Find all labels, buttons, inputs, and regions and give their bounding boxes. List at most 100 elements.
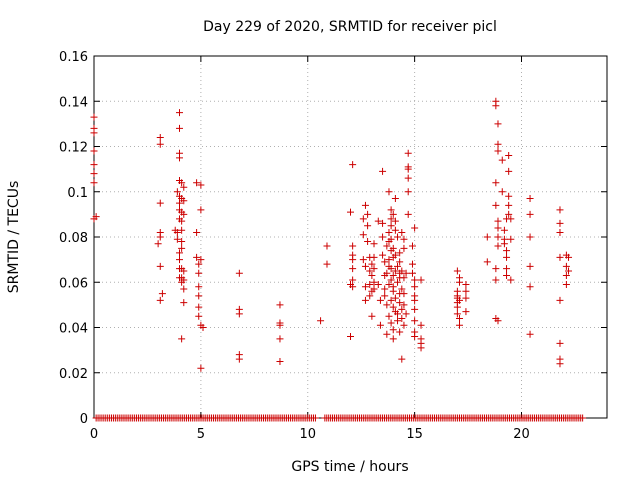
- data-point: [456, 314, 464, 322]
- data-point: [359, 215, 367, 223]
- data-point: [404, 188, 412, 196]
- data-point: [180, 197, 188, 205]
- data-point: [556, 219, 564, 227]
- data-point: [494, 120, 502, 128]
- data-point: [381, 285, 389, 293]
- data-point: [394, 262, 402, 270]
- data-point: [90, 170, 98, 178]
- y-tick-label: 0.08: [59, 231, 88, 246]
- data-point: [90, 161, 98, 169]
- data-point: [180, 276, 188, 284]
- data-point: [507, 276, 515, 284]
- data-point: [556, 228, 564, 236]
- data-point: [398, 285, 406, 293]
- data-point: [385, 312, 393, 320]
- data-point: [349, 265, 357, 273]
- data-point: [235, 269, 243, 277]
- data-point: [193, 228, 201, 236]
- y-tick-label: 0.1: [67, 186, 88, 201]
- data-point: [368, 271, 376, 279]
- data-point: [370, 278, 378, 286]
- data-point: [276, 335, 284, 343]
- data-point: [505, 167, 513, 175]
- data-point: [503, 253, 511, 261]
- data-point: [156, 199, 164, 207]
- data-point: [370, 265, 378, 273]
- data-point: [359, 256, 367, 264]
- data-point: [364, 238, 372, 246]
- data-point: [349, 242, 357, 250]
- y-tick-label: 0.04: [59, 322, 88, 337]
- data-point: [391, 217, 399, 225]
- data-point: [90, 179, 98, 187]
- data-point: [176, 199, 183, 207]
- data-point: [197, 256, 205, 264]
- data-point: [347, 333, 354, 341]
- data-point: [389, 210, 397, 218]
- data-point: [505, 210, 513, 218]
- data-point: [400, 321, 408, 329]
- data-point: [90, 113, 98, 121]
- data-point: [383, 269, 391, 277]
- data-point: [389, 326, 397, 334]
- data-point: [376, 296, 384, 304]
- data-point: [396, 328, 404, 336]
- data-point: [394, 310, 402, 318]
- data-point: [400, 235, 408, 243]
- data-point: [456, 278, 464, 286]
- data-point: [361, 201, 369, 209]
- data-point: [195, 292, 203, 300]
- data-point: [383, 330, 391, 338]
- data-point: [404, 149, 412, 157]
- data-point: [498, 156, 506, 164]
- data-point: [456, 296, 464, 304]
- data-point: [379, 167, 387, 175]
- y-axis-label: SRMTID / TECUs: [6, 181, 22, 294]
- data-point: [197, 181, 205, 189]
- data-point: [154, 240, 162, 248]
- data-point: [565, 253, 573, 261]
- data-point: [385, 281, 393, 289]
- data-point: [453, 267, 461, 275]
- y-tick-label: 0.02: [59, 367, 88, 382]
- data-point: [526, 262, 534, 270]
- data-point: [317, 317, 325, 325]
- data-point: [411, 296, 419, 304]
- data-point: [562, 271, 570, 279]
- data-point: [178, 217, 186, 225]
- data-point: [368, 260, 376, 268]
- chart-title: Day 229 of 2020, SRMTID for receiver pic…: [203, 19, 497, 35]
- data-point: [462, 294, 470, 302]
- data-point: [385, 188, 393, 196]
- data-point: [526, 210, 534, 218]
- data-point: [398, 228, 406, 236]
- data-point: [361, 262, 369, 270]
- data-point: [361, 296, 369, 304]
- data-point: [411, 333, 419, 341]
- x-tick-label: 0: [90, 427, 98, 442]
- data-point: [492, 179, 500, 187]
- data-point: [456, 321, 464, 329]
- data-point: [391, 226, 399, 234]
- data-point: [156, 133, 164, 141]
- data-point: [417, 276, 425, 284]
- data-point: [398, 314, 406, 322]
- data-point: [411, 305, 419, 313]
- data-points: [90, 97, 573, 372]
- data-point: [526, 330, 534, 338]
- data-point: [389, 244, 397, 252]
- data-point: [370, 240, 378, 248]
- data-point: [453, 303, 461, 311]
- data-point: [494, 140, 502, 148]
- data-point: [402, 269, 410, 277]
- data-point: [90, 215, 98, 223]
- data-point: [494, 242, 502, 250]
- data-point: [349, 256, 357, 264]
- zero-baseline-markers: [92, 414, 587, 422]
- data-point: [492, 102, 500, 110]
- data-point: [500, 226, 508, 234]
- data-point: [398, 305, 406, 313]
- data-point: [565, 267, 573, 275]
- data-point: [391, 294, 399, 302]
